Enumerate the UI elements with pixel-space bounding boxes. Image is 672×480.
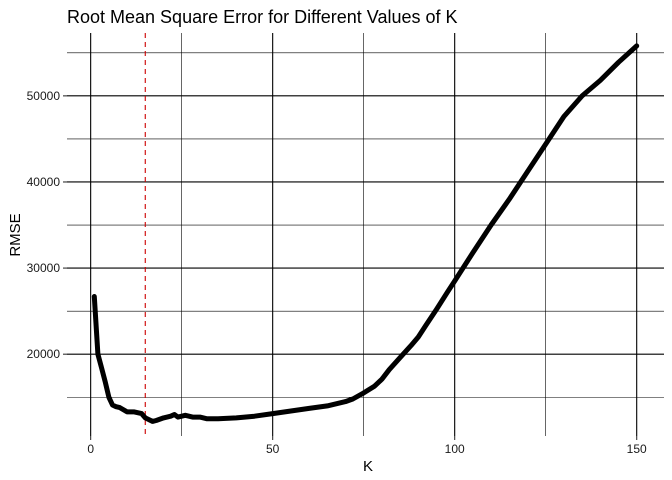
rmse-series-line (91, 43, 640, 424)
tick-group: 0 50 100 150 20000 30000 40000 50000 (27, 89, 647, 456)
y-axis-label: RMSE (7, 213, 24, 256)
x-tick-label: 150 (627, 442, 647, 456)
grid (67, 33, 664, 436)
x-axis-label: K (363, 458, 373, 475)
y-tick-label: 40000 (27, 175, 61, 189)
series-line-group (91, 43, 640, 424)
x-tick-label: 0 (87, 442, 94, 456)
y-tick-label: 20000 (27, 347, 61, 361)
chart-title: Root Mean Square Error for Different Val… (67, 7, 458, 27)
x-tick-label: 100 (445, 442, 465, 456)
x-tick-label: 50 (266, 442, 280, 456)
y-tick-label: 50000 (27, 89, 61, 103)
y-tick-label: 30000 (27, 261, 61, 275)
